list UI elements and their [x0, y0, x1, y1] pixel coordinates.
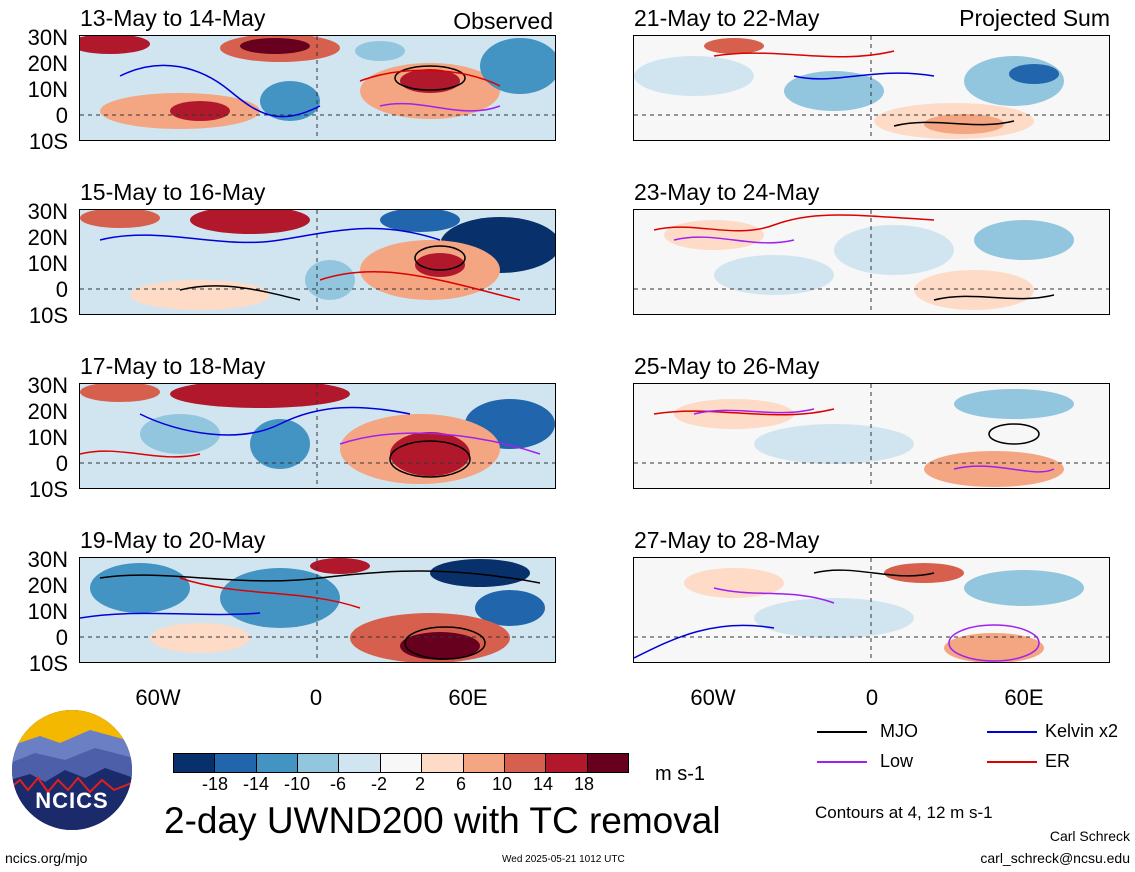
lat-label: 10N: [27, 599, 68, 624]
panel-tag-projected-sum: Projected Sum: [959, 5, 1110, 31]
legend-label-mjo: MJO: [880, 721, 918, 741]
uwnd-field-right-2: [634, 210, 1109, 314]
panel-title-left-3: 17-May to 18-May: [80, 353, 266, 379]
lon-label-60w-left: 60W: [135, 685, 181, 710]
panel-title-right-4: 27-May to 28-May: [634, 527, 820, 553]
uwnd-field-left-3: [80, 384, 555, 488]
colorbar-label: -6: [329, 774, 346, 794]
colorbar-swatch: [546, 754, 588, 772]
lat-label: 0: [55, 625, 68, 650]
colorbar-swatch: [587, 754, 628, 772]
colorbar: [173, 753, 629, 773]
colorbar-swatch: [380, 754, 423, 772]
map-panel-right-2: [633, 209, 1110, 315]
lat-label: 10S: [28, 651, 68, 676]
lon-label-0-left: 0: [309, 685, 323, 710]
panel-title-left-2: 15-May to 16-May: [80, 179, 266, 205]
panel-title-right-3: 25-May to 26-May: [634, 353, 820, 379]
colorbar-swatch: [504, 754, 547, 772]
uwnd-field-right-3: [634, 384, 1109, 488]
colorbar-swatch: [463, 754, 505, 772]
colorbar-label: -18: [201, 774, 228, 794]
legend-label-low: Low: [880, 751, 914, 771]
legend-line-er: [987, 761, 1037, 763]
lat-label: 10S: [28, 303, 68, 328]
uwnd-field-right-4: [634, 558, 1109, 662]
uwnd-field-right-1: [634, 36, 1109, 140]
lat-label: 20N: [27, 225, 68, 250]
ncics-logo-graphic: [12, 710, 132, 830]
uwnd-field-left-4: [80, 558, 555, 662]
colorbar-label: 10: [491, 774, 513, 794]
lon-label-0-right: 0: [865, 685, 879, 710]
lat-label: 0: [55, 277, 68, 302]
panel-tag-observed: Observed: [453, 8, 553, 34]
lat-label: 20N: [27, 399, 68, 424]
legend-line-low: [817, 761, 867, 763]
ncics-logo-text: NCICS: [35, 788, 109, 813]
colorbar-label: 14: [532, 774, 554, 794]
lon-label-60e-left: 60E: [448, 685, 488, 710]
colorbar-label: -14: [242, 774, 269, 794]
colorbar-label: -10: [283, 774, 310, 794]
main-title: 2-day UWND200 with TC removal: [164, 800, 721, 841]
ncics-logo: NCICS: [10, 708, 134, 832]
lat-label: 0: [55, 451, 68, 476]
lat-label: 20N: [27, 573, 68, 598]
map-panel-left-4: [79, 557, 556, 663]
contour-note: Contours at 4, 12 m s-1: [815, 803, 993, 822]
colorbar-swatch: [422, 754, 464, 772]
map-panel-left-1: [79, 35, 556, 141]
legend-line-kelvin: [987, 731, 1037, 733]
uwnd-field-left-1: [80, 36, 555, 140]
lat-label: 30N: [27, 547, 68, 572]
colorbar-label: 6: [455, 774, 466, 794]
panel-title-right-2: 23-May to 24-May: [634, 179, 820, 205]
colorbar-label: -2: [370, 774, 387, 794]
uwnd-field-left-2: [80, 210, 555, 314]
lat-label: 10N: [27, 251, 68, 276]
colorbar-units: m s-1: [655, 763, 705, 785]
colorbar-swatch: [256, 754, 299, 772]
lat-label: 10N: [27, 425, 68, 450]
panel-title-left-1: 13-May to 14-May: [80, 5, 266, 31]
lat-label: 10N: [27, 77, 68, 102]
panel-title-left-4: 19-May to 20-May: [80, 527, 266, 553]
lat-label: 30N: [27, 373, 68, 398]
colorbar-swatch: [298, 754, 340, 772]
map-panel-right-3: [633, 383, 1110, 489]
map-panel-left-2: [79, 209, 556, 315]
lat-label: 30N: [27, 199, 68, 224]
map-panel-left-3: [79, 383, 556, 489]
lon-label-60w-right: 60W: [690, 685, 736, 710]
legend-label-kelvin: Kelvin x2: [1045, 721, 1119, 741]
author-email: carl_schreck@ncsu.edu: [980, 850, 1130, 866]
colorbar-swatch: [174, 754, 216, 772]
legend-label-er: ER: [1045, 751, 1071, 771]
map-panel-right-1: [633, 35, 1110, 141]
lat-label: 0: [55, 103, 68, 128]
colorbar-swatch: [339, 754, 381, 772]
lat-label: 30N: [27, 25, 68, 50]
lon-label-60e-right: 60E: [1004, 685, 1044, 710]
legend-line-mjo: [817, 731, 867, 733]
colorbar-label: 2: [414, 774, 425, 794]
panel-title-right-1: 21-May to 22-May: [634, 5, 820, 31]
author-name: Carl Schreck: [1049, 828, 1130, 844]
timestamp: Wed 2025-05-21 1012 UTC: [502, 854, 625, 865]
lat-label: 20N: [27, 51, 68, 76]
lat-label: 10S: [28, 129, 68, 154]
colorbar-label: 18: [573, 774, 595, 794]
site-url: ncics.org/mjo: [5, 850, 88, 866]
map-panel-right-4: [633, 557, 1110, 663]
lat-label: 10S: [28, 477, 68, 502]
colorbar-swatch: [215, 754, 257, 772]
